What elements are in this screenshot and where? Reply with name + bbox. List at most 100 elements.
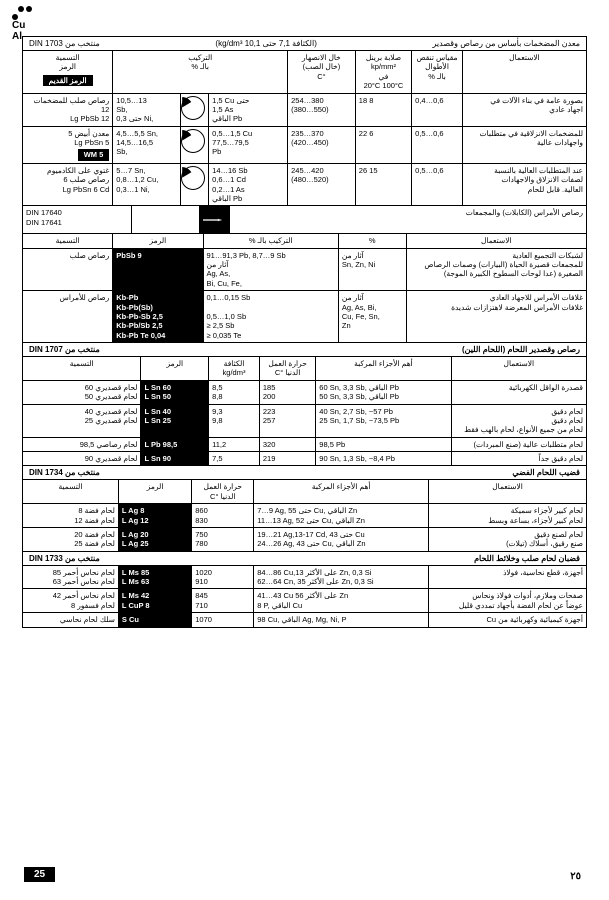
cell: لحام نحاس أحمر 85 لحام نحاس أحمر 63 [23, 565, 119, 589]
t4-table: الاستعمال أهم الأجزاء المركبة حرارة العم… [22, 479, 587, 551]
sym-cell: L Sn 60 L Sn 50 [141, 380, 209, 404]
t1-h-use: الاستعمال [462, 51, 586, 94]
cell: 98 Cu, الباقي Ag, Mg, Ni, P [254, 613, 429, 627]
cell: 254…380 (380…550) [288, 93, 356, 126]
t1-h-name: التسمية الرمزالرمز القديم [23, 51, 113, 94]
t5-table: أجهزة، قطع نحاسية، فولاذ 84…86 Cu,على ال… [22, 565, 587, 628]
table-row: أجهزة كيميائية وكهربائية من Cu 98 Cu, ال… [23, 613, 587, 627]
pie-icon [180, 126, 208, 163]
t4-h-temp: حرارة العمل الدنيا °C [192, 480, 254, 504]
cell: لحام قصديري 40 لحام قصديري 25 [23, 404, 141, 437]
cell: 18 8 [355, 93, 411, 126]
cell: أجهزة كيميائية وكهربائية من Cu [429, 613, 587, 627]
t3-h-sym: الرمز [141, 357, 209, 381]
sym-cell: L Ag 20 L Ag 25 [118, 527, 191, 551]
t3-h-temp: حرارة العمل الدنيا °C [259, 357, 315, 381]
cell: 9,3 9,8 [209, 404, 260, 437]
cell: 845 710 [192, 589, 254, 613]
cell: لحام قصديري 60 لحام قصديري 50 [23, 380, 141, 404]
cell: 235…370 (420…450) [288, 126, 356, 163]
table-row: لشبكات التجميع العادية للمجمعات قصيرة ال… [23, 248, 587, 291]
t2-h-comp: التركيب بالـ % [203, 234, 338, 248]
sym-cell: L Ms 42 L CuP 8 [118, 589, 191, 613]
t4-h-use: الاستعمال [429, 480, 587, 504]
cell: 60 Sn, 3,3 Sb, الباقي Pb 50 Sn, 3,3 Sb, … [316, 380, 451, 404]
cell: للمضخمات الانزلاقية في متطلبات واجهادات … [462, 126, 586, 163]
cell: 223 257 [259, 404, 315, 437]
cell: 185 200 [259, 380, 315, 404]
table-row: قصدرة الواقل الكهربائية 60 Sn, 3,3 Sb, ا… [23, 380, 587, 404]
cell: 5…7 Sn, 0,8…1,2 Cu, 0,3…1 Ni, [113, 163, 181, 206]
cell: لحام فضة 20 لحام فضة 25 [23, 527, 119, 551]
cell: 1,5 Cu حتى 1,5 As الباقي Pb [209, 93, 288, 126]
cell: لحام كبير لأجزاء سميكة لحام كبير لأجزاء،… [429, 504, 587, 528]
cell: عند المتطلبات العالية بالنسبة لصفات الان… [462, 163, 586, 206]
cell: غتوي على الكادميوم رصاص صلب 6 Lg PbSn 6 … [23, 163, 113, 206]
table-row: لحام كبير لأجزاء سميكة لحام كبير لأجزاء،… [23, 504, 587, 528]
cell: 90 Sn, 1,3 Sb, ~8,4 Pb [316, 452, 451, 466]
cell: 19…21 Ag,13-17 Cd, حتى 43 Cu 24…26 Ag, ح… [254, 527, 429, 551]
sym-cell: S Cu [118, 613, 191, 627]
cell: 41…43 Cu على الأكثر 56 Zn 8 P, الباقي Cu [254, 589, 429, 613]
t1-h-pour: خال الانصهار (خال الصب) °C [288, 51, 356, 94]
pie-icon [180, 93, 208, 126]
cell: 8,5 8,8 [209, 380, 260, 404]
t4-h-parts: أهم الأجزاء المركبة [254, 480, 429, 504]
t2-h-name: التسمية [23, 234, 113, 248]
table-row: غلافات الأمراس للاجهاد العادي غلافات الأ… [23, 291, 587, 343]
t3-table: الاستعمال أهم الأجزاء المركبة حرارة العم… [22, 356, 587, 466]
table-row: بصورة عامة في بناء الآلات في اجهاد عادي … [23, 93, 587, 126]
cell: لحام رصاصي 98,5 [23, 437, 141, 451]
cell: معدن أبيض 5 Lg PbSn 5WM 5 [23, 126, 113, 163]
cable-icon [199, 206, 230, 234]
cell: رصاص للأمراس [23, 291, 113, 343]
t2-din: DIN 17640 DIN 17641 [23, 206, 132, 234]
sym-cell: L Pb 98,5 [141, 437, 209, 451]
page-num-ar: ٢٥ [570, 871, 581, 882]
corner-cu: Cu [12, 20, 36, 31]
sym-cell: Kb-Pb Kb-Pb(Sb) Kb-Pb-Sb 2,5 Kb-Pb/Sb 2,… [113, 291, 203, 343]
t1-density: (الكثافة 7,1 حتى 10,1 kg/dm³) [215, 39, 316, 48]
cell: بصورة عامة في بناء الآلات في اجهاد عادي [462, 93, 586, 126]
cell: 245…420 (480…520) [288, 163, 356, 206]
cell: 0,5…0,6 [412, 126, 463, 163]
table-row: أجهزة، قطع نحاسية، فولاذ 84…86 Cu,على ال… [23, 565, 587, 589]
t2-title: رصاص الأمراس (الكابلات) والمجمعات [230, 206, 587, 234]
sym-cell: L Ag 8 L Ag 12 [118, 504, 191, 528]
cell: 0,5…1,5 Cu 77,5…79,5 Pb [209, 126, 288, 163]
t4-header: قضيب اللحام الفضيمنتخب من DIN 1734 [22, 465, 587, 479]
t3-header: رصاص وقصدير اللحام (اللحام اللين)منتخب م… [22, 342, 587, 356]
cell: أجهزة، قطع نحاسية، فولاذ [429, 565, 587, 589]
cell: رصاص صلب للمضخمات 12 Lg PbSb 12 [23, 93, 113, 126]
sym-cell: L Sn 40 L Sn 25 [141, 404, 209, 437]
t2-table: الاستعمال % التركيب بالـ % الرمز التسمية… [22, 233, 587, 343]
table-row: لحام لصنع دقيق صنع رقيق، أسلاك (تيلات) 1… [23, 527, 587, 551]
t2-h-sym: الرمز [113, 234, 203, 248]
sym-cell: PbSb 9 [113, 248, 203, 291]
sym-cell: L Sn 90 [141, 452, 209, 466]
cell: 4,5…5,5 Sn, 14,5…16,5 Sb, [113, 126, 181, 163]
cell: 860 830 [192, 504, 254, 528]
pie-icon [180, 163, 208, 206]
cell: قصدرة الواقل الكهربائية [451, 380, 586, 404]
t1-h-comp: التركيب بالـ % [113, 51, 288, 94]
t2-dinrow: رصاص الأمراس (الكابلات) والمجمعات DIN 17… [22, 205, 587, 234]
table-row: لحام متطلبات عالية (صنع المبردات) 98,5 P… [23, 437, 587, 451]
cell: 7,5 [209, 452, 260, 466]
t1-h-scale: مقياس تنقص الأطوال بالـ % [412, 51, 463, 94]
cell: 22 6 [355, 126, 411, 163]
cell: 91…91,3 Pb, 8,7…9 Sb آثار من Ag, As, Bi,… [203, 248, 338, 291]
cell: لحام نحاس أحمر 42 لحام فسفور 8 [23, 589, 119, 613]
cell: 0,1…0,15 Sb 0,5…1,0 Sb ≥ 2,5 Sb ≥ 0,035 … [203, 291, 338, 343]
cell: 750 780 [192, 527, 254, 551]
page-num-en: 25 [24, 867, 55, 882]
t1-din: منتخب من DIN 1703 [29, 39, 100, 48]
cell: 11,2 [209, 437, 260, 451]
cell: لحام فضة 8 لحام فضة 12 [23, 504, 119, 528]
cell: لحام دقيق لحام دقيق لحام من جميع الأنواع… [451, 404, 586, 437]
table-row: للمضخمات الانزلاقية في متطلبات واجهادات … [23, 126, 587, 163]
t3-h-name: التسمية [23, 357, 141, 381]
t3-h-parts: أهم الأجزاء المركبة [316, 357, 451, 381]
t1-h-brinell: صلابة برينل kp/mm² في 20°C 100°C [355, 51, 411, 94]
cell: سلك لحام نحاسي [23, 613, 119, 627]
